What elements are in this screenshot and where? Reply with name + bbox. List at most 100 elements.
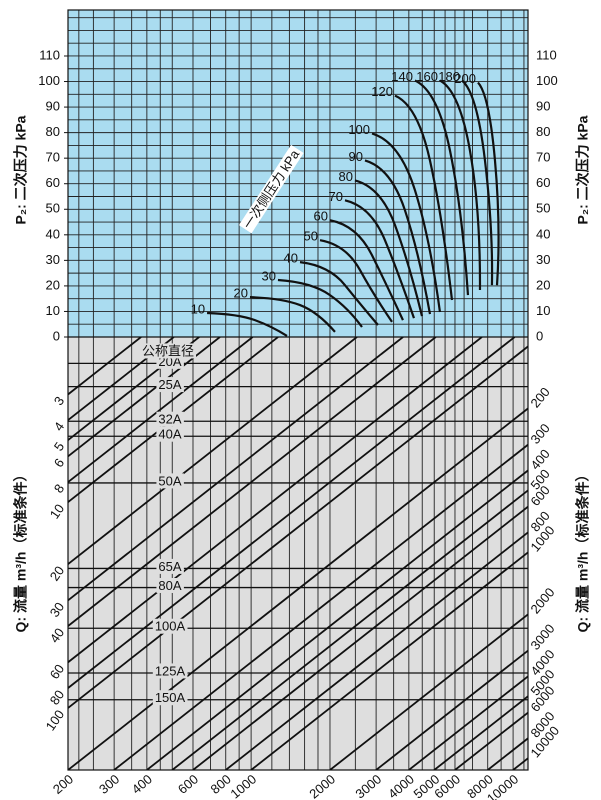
y-tick-label-right: 10 [536,303,550,318]
pipe-label: 65A [158,559,181,574]
label-background [152,618,188,634]
curve-label: 100 [348,122,370,137]
pressure-curve [344,199,415,319]
y-tick-label: 20 [46,277,60,292]
flow-diagonal [250,551,528,770]
y-tick-label: 30 [46,252,60,267]
label-background [156,377,184,393]
x-tick-label: 300 [96,771,122,796]
flow-diagonal [68,337,483,664]
flow-diagonal [225,531,528,770]
y-tick-label-right: 70 [536,150,550,165]
q-axis-title-left: Q: 流量 m³/h（标准条件） [13,468,29,633]
label-background [139,343,197,359]
label-background [156,558,184,574]
pipe-label: 150A [155,690,186,705]
label-background [156,473,184,489]
pressure-curve [277,278,363,328]
q-tick-label-right: 3000 [527,621,557,653]
flow-diagonal [375,649,528,770]
lower-background [68,337,528,770]
q-tick-label-left: 30 [47,599,68,619]
plot-border [67,9,529,771]
label-background [156,411,184,427]
curve-label: 30 [261,268,275,283]
flow-diagonal [192,505,528,770]
flow-diagonal [68,337,221,458]
flow-diagonal [433,695,528,770]
flow-diagonal [146,469,528,770]
q-tick-label-left: 100 [43,707,68,733]
pressure-curve [249,296,336,333]
flow-diagonal [68,337,404,602]
y-tick-label: 90 [46,99,60,114]
flow-diagonal [408,675,528,770]
y-tick-label: 60 [46,175,60,190]
q-tick-label-left: 3 [51,394,67,409]
y-tick-label-right: 20 [536,277,550,292]
q-tick-label-left: 80 [47,687,68,707]
curve-label: 70 [329,189,343,204]
x-tick-label: 4000 [385,771,417,800]
curve-label: 40 [284,251,298,266]
q-tick-label-left: 40 [47,625,68,645]
flow-diagonal [171,489,528,770]
flow-diagonal [68,345,528,710]
curve-label: 160 [416,69,438,84]
q-axis-title-right: Q: 流量 m³/h（标准条件） [575,468,591,633]
y-tick-label-right: 40 [536,226,550,241]
label-background [152,663,188,679]
q-tick-label-left: 10 [47,501,68,521]
flow-diagonal [113,443,528,770]
y-axis-title-left: P₂: 二次压力 kPa [13,115,29,224]
label-background [156,426,184,442]
y-tick-label: 80 [46,124,60,139]
pressure-curve [439,79,482,291]
flow-diagonal [329,613,528,770]
y-tick-label: 50 [46,201,60,216]
curve-label: 120 [371,84,393,99]
q-tick-label-left: 8 [51,481,67,496]
x-tick-label: 3000 [352,771,384,800]
lower-plot [68,337,528,770]
pipe-label: 50A [158,473,181,488]
y-tick-label-right: 100 [536,73,558,88]
pipe-label: 32A [158,412,181,427]
q-tick-label-left: 60 [47,661,68,681]
pipe-label: 25A [158,377,181,392]
label-background [152,690,188,706]
flow-diagonal [68,337,279,504]
x-tick-label: 1000 [227,771,259,800]
y-tick-label-right: 90 [536,99,550,114]
y-tick-label: 10 [46,303,60,318]
y-tick-label: 0 [53,328,60,343]
y-tick-label-right: 110 [536,47,557,62]
y-tick-label-right: 0 [536,328,543,343]
flow-diagonal [68,337,516,690]
upper-background [68,10,528,337]
q-tick-label-left: 4 [51,419,67,434]
y-tick-label: 40 [46,226,60,241]
curve-label: 140 [391,69,413,84]
pipe-label: 100A [155,619,186,634]
pressure-curve [354,179,424,317]
y-tick-label-right: 60 [536,175,550,190]
y-tick-label: 110 [39,47,60,62]
y-axis-title-right: P₂: 二次压力 kPa [575,115,591,224]
q-tick-label-right: 300 [527,421,552,447]
pressure-curve [329,219,404,321]
q-tick-label-left: 5 [51,439,67,454]
pressure-curve [394,94,454,301]
flow-diagonal [68,337,358,566]
pressure-curve [207,311,288,337]
pressure-curve [477,81,500,286]
pipe-label: 80A [158,578,181,593]
pressure-curve [371,132,442,313]
pressure-curve [299,261,379,326]
x-tick-label: 2000 [306,771,338,800]
flow-diagonal [68,337,437,628]
y-tick-label-right: 50 [536,201,550,216]
flow-diagonal [68,337,175,422]
curve-label: 10 [191,301,205,316]
